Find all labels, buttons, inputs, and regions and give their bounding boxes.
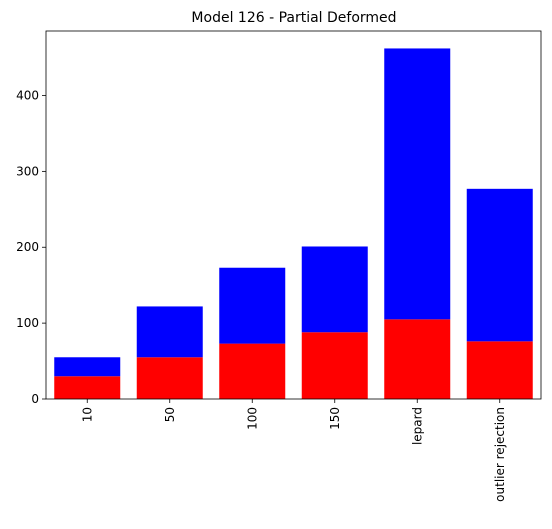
bar-blue-0 [54,357,121,377]
x-axis: 10 50 100 150 lepard outlier rejection [80,399,507,502]
plot-frame [45,30,542,400]
bar-red-4 [384,319,451,399]
bar-red-0 [54,376,121,399]
x-tick-label-0: 10 [80,407,94,422]
y-tick-label-2: 200 [16,240,39,254]
chart-title: Model 126 - Partial Deformed [191,10,396,26]
bar-blue-1 [136,306,203,358]
x-tick-label-3: 150 [328,407,342,430]
x-tick-label-4: lepard [410,407,424,445]
y-axis: 0 100 200 300 400 [16,88,46,406]
bar-red-1 [136,357,203,399]
y-tick-label-0: 0 [31,392,39,406]
bar-blue-2 [219,267,286,344]
bar-blue-4 [384,48,451,320]
bar-blue-3 [301,246,368,333]
y-tick-label-1: 100 [16,316,39,330]
bar-red-5 [466,341,533,399]
bar-red-3 [301,332,368,399]
y-tick-label-4: 400 [16,88,39,102]
bar-red-2 [219,343,286,399]
y-tick-label-3: 300 [16,164,39,178]
x-tick-label-1: 50 [163,407,177,422]
bars-group [54,48,533,399]
bar-blue-5 [466,188,533,342]
x-tick-label-2: 100 [245,407,259,430]
x-tick-label-5: outlier rejection [493,407,507,502]
